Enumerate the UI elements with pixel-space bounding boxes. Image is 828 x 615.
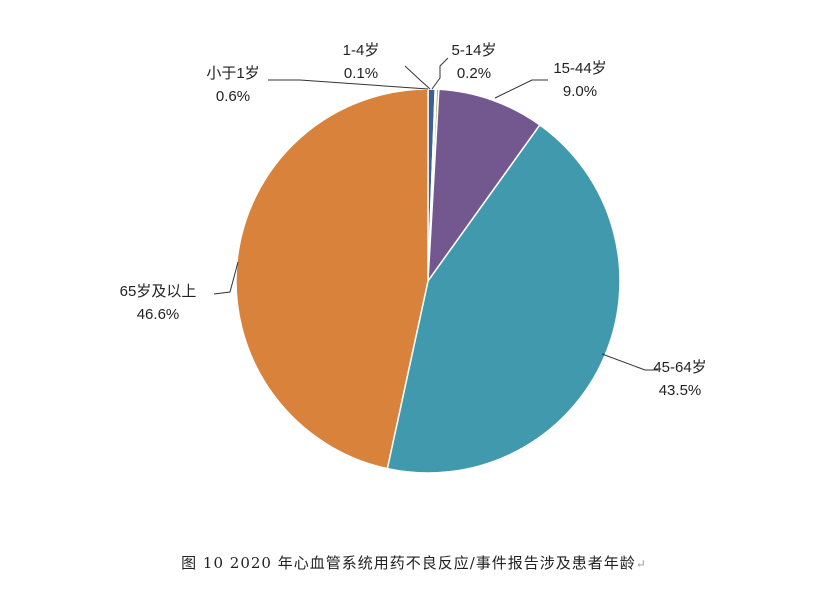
slice-label: 1-4岁 — [343, 42, 380, 59]
leader-line — [494, 79, 548, 99]
leader-line — [601, 353, 658, 371]
paragraph-mark: ↵ — [635, 557, 647, 571]
slice-labels: 小于1岁 0.6% 1-4岁 0.1% 5-14岁 0.2% 15-44岁 9.0% 45-64… — [120, 42, 707, 399]
leader-lines — [213, 57, 658, 371]
slice-percent: 0.6% — [216, 88, 250, 105]
pie-slice — [427, 88, 541, 284]
leader-line — [213, 261, 239, 295]
slice-label: 5-14岁 — [451, 42, 496, 59]
pie-slices — [235, 88, 621, 474]
slice-percent: 43.5% — [659, 382, 702, 399]
slice-percent: 0.1% — [344, 65, 378, 82]
slice-percent: 46.6% — [137, 306, 180, 323]
slice-label: 小于1岁 — [206, 65, 259, 82]
slice-percent: 9.0% — [563, 83, 597, 100]
pie-chart: 小于1岁 0.6% 1-4岁 0.1% 5-14岁 0.2% 15-44岁 9.0% 45-64… — [120, 42, 707, 474]
figure-caption: 图 10 2020 年心血管系统用药不良反应/事件报告涉及患者年龄↵ — [0, 552, 828, 573]
slice-percent: 0.2% — [457, 65, 491, 82]
caption-text: 图 10 2020 年心血管系统用药不良反应/事件报告涉及患者年龄 — [181, 554, 636, 572]
slice-label: 65岁及以上 — [120, 283, 197, 300]
slice-label: 15-44岁 — [553, 60, 606, 77]
leader-line — [268, 79, 429, 90]
leader-line — [431, 57, 449, 90]
pie-slice — [386, 123, 621, 474]
slice-label: 45-64岁 — [653, 359, 706, 376]
leader-line — [404, 65, 431, 90]
pie-slice — [235, 88, 429, 470]
